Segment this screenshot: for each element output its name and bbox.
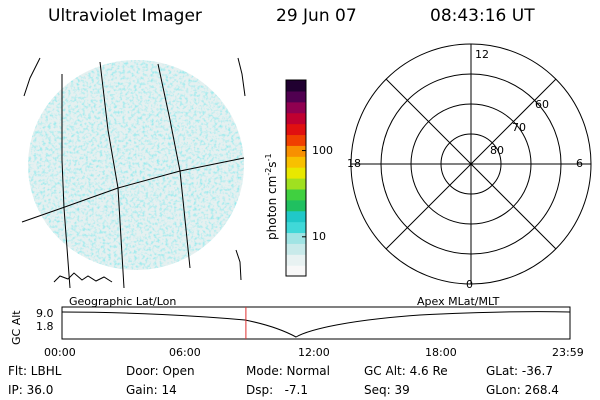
colorbar-band [286,210,306,223]
colorbar-tick: 10 [312,229,326,243]
time-label: 08:43:16 UT [430,6,535,26]
timeline-xtick: 18:00 [425,346,457,359]
colorbar-band [286,178,306,190]
status-door: Door: Open [126,364,195,378]
colorbar-band [286,199,306,212]
colorbar-band [286,243,306,255]
instrument-title: Ultraviolet Imager [48,6,202,26]
colorbar-band [286,80,306,92]
timeline-frame [61,306,571,340]
colorbar-band [286,123,306,136]
polar-lat-label-60: 60 [535,98,549,111]
status-dsp: Dsp: -7.1 [246,383,309,397]
colorbar-band [286,134,306,146]
colorbar-band [286,90,306,103]
timeline-xtick: 00:00 [44,346,76,359]
status-ip: IP: 36.0 [8,383,54,397]
polar-mlt-label-6: 6 [576,157,583,170]
status-glon: GLon: 268.4 [486,383,559,397]
geographic-grid [21,57,246,289]
coastline [53,272,113,283]
timeline-xtick: 06:00 [169,346,201,359]
colorbar-frame [285,79,307,277]
timeline-xtick: 23:59 [552,346,584,359]
status-seq: Seq: 39 [364,383,410,397]
colorbar-band [286,232,306,244]
image-disc [28,60,244,270]
polar-mlt-label-18: 18 [347,157,361,170]
status-mode: Mode: Normal [246,364,330,378]
colorbar [285,79,307,277]
colorbar-band [286,167,306,179]
colorbar-band [286,112,306,125]
colorbar-band [286,101,306,114]
colorbar-tick: 100 [312,143,333,157]
status-gain: Gain: 14 [126,383,177,397]
status-gc-alt: GC Alt: 4.6 Re [364,364,448,378]
timeline-ytick: 9.0 [36,307,54,320]
polar-lat-label-70: 70 [512,121,526,134]
colorbar-band [286,221,306,234]
colorbar-band [286,265,306,277]
timeline-xtick: 12:00 [298,346,330,359]
colorbar-band [286,145,306,157]
status-glat: GLat: -36.7 [486,364,553,378]
date-label: 29 Jun 07 [276,6,357,26]
status-filter: Flt: LBHL [8,364,62,378]
colorbar-band [286,188,306,201]
timeline-right-label: Apex MLat/MLT [417,295,500,308]
colorbar-band [286,156,306,168]
colorbar-band [286,254,306,266]
timeline-ytick: 1.8 [36,320,54,333]
polar-lat-label-80: 80 [490,144,504,157]
timeline-left-label: Geographic Lat/Lon [69,295,177,308]
polar-mlt-label-0: 0 [466,278,473,291]
altitude-curve [61,311,571,338]
polar-mlt-label-12: 12 [475,48,489,61]
